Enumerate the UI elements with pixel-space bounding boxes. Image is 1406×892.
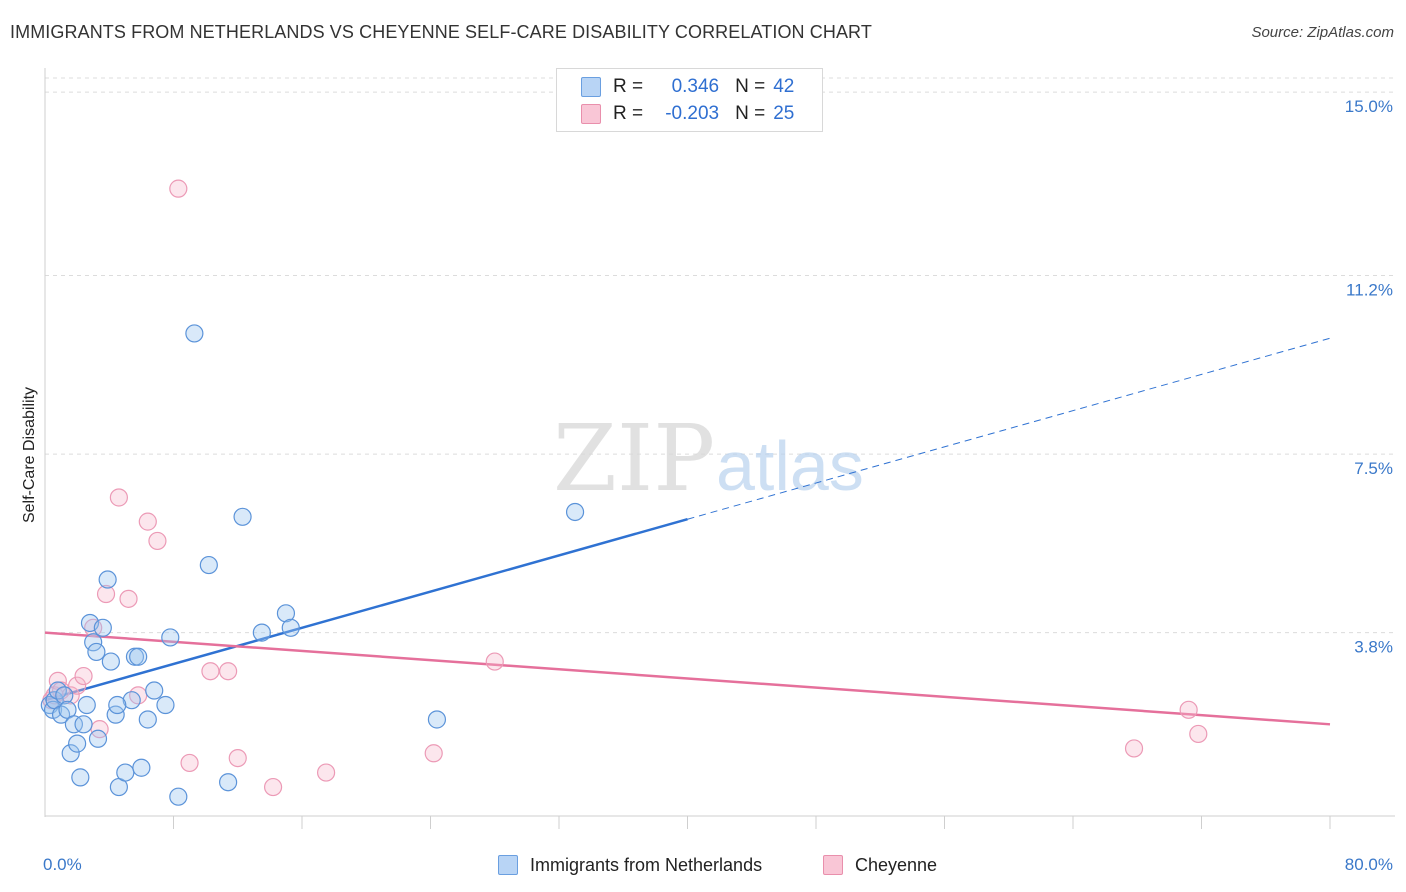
trendline-netherlands-solid [44, 518, 688, 702]
y-tick-label: 7.5% [1354, 459, 1393, 478]
trendlines [44, 337, 1331, 726]
point-cheyenne [201, 662, 220, 681]
x-tick-label: 80.0% [1345, 855, 1393, 874]
point-netherlands [169, 787, 188, 806]
point-netherlands [93, 618, 112, 637]
n-label: N = [735, 103, 766, 124]
point-netherlands [132, 758, 151, 777]
chart-title: IMMIGRANTS FROM NETHERLANDS VS CHEYENNE … [10, 22, 872, 42]
n-value-pink: 25 [773, 103, 795, 124]
point-cheyenne [228, 748, 247, 768]
point-netherlands [252, 623, 271, 642]
n-label: N = [735, 76, 766, 97]
point-cheyenne [84, 618, 103, 637]
r-label: R = [613, 103, 644, 124]
r-value-pink: -0.203 [665, 103, 720, 124]
point-netherlands [87, 642, 106, 662]
point-netherlands [129, 647, 148, 666]
n-value-blue: 42 [773, 76, 795, 97]
point-cheyenne [1124, 739, 1144, 758]
blue-swatch [581, 77, 601, 97]
point-netherlands [145, 681, 164, 700]
point-netherlands [161, 628, 180, 647]
point-cheyenne [1189, 724, 1208, 744]
legend-item-netherlands: Immigrants from Netherlands [498, 852, 762, 878]
point-netherlands [64, 715, 84, 734]
legend-label-netherlands: Immigrants from Netherlands [530, 854, 763, 875]
point-cheyenne [119, 589, 138, 608]
point-netherlands [185, 324, 204, 343]
trendline-cheyenne [44, 631, 1331, 726]
point-netherlands [138, 710, 157, 729]
point-netherlands [55, 686, 74, 705]
y-axis-label: Self-Care Disability [21, 387, 38, 523]
point-netherlands [61, 744, 80, 763]
x-tick-labels: 0.0% 80.0% [43, 855, 1393, 874]
pink-swatch [581, 104, 601, 124]
point-cheyenne [263, 777, 283, 797]
r-value-blue: 0.346 [671, 76, 720, 97]
point-netherlands [233, 507, 252, 526]
point-cheyenne [219, 662, 238, 681]
legend-row-blue: R = 0.346 N = 42 [581, 74, 794, 100]
point-cheyenne [169, 179, 188, 198]
axes [44, 68, 1395, 829]
legend-row-pink: R = -0.203 N = 25 [581, 101, 794, 127]
point-netherlands [276, 604, 296, 623]
trendline-netherlands-dashed [687, 337, 1331, 520]
point-netherlands [219, 773, 238, 792]
point-netherlands [101, 652, 120, 671]
point-netherlands [199, 555, 218, 575]
point-cheyenne [485, 652, 504, 671]
cheyenne-swatch [823, 855, 843, 875]
data-points [40, 179, 1208, 806]
chart-source: Source: ZipAtlas.com [1251, 24, 1394, 41]
point-cheyenne [180, 753, 199, 773]
point-cheyenne [138, 512, 157, 531]
x-tick-label: 0.0% [43, 855, 82, 874]
watermark-zip: ZIP [553, 405, 715, 512]
point-netherlands [281, 618, 300, 637]
correlation-legend: R = 0.346 N = 42 R = -0.203 N = 25 [556, 68, 823, 132]
point-cheyenne [96, 584, 116, 604]
point-netherlands [88, 729, 108, 748]
point-cheyenne [424, 744, 443, 763]
point-netherlands [68, 734, 87, 753]
point-netherlands [122, 691, 141, 710]
y-tick-label: 15.0% [1345, 97, 1393, 116]
point-cheyenne [68, 676, 87, 695]
y-tick-labels: 3.8% 7.5% 11.2% 15.0% [1345, 97, 1393, 656]
watermark: ZIP atlas [553, 405, 864, 512]
point-netherlands [108, 695, 127, 715]
y-tick-label: 11.2% [1346, 281, 1393, 300]
point-netherlands [427, 710, 447, 729]
point-netherlands [156, 695, 175, 715]
legend-label-cheyenne: Cheyenne [855, 854, 938, 875]
point-cheyenne [148, 531, 167, 551]
point-netherlands [116, 763, 135, 782]
point-netherlands [84, 633, 103, 652]
gridlines [45, 77, 1395, 634]
point-cheyenne [109, 488, 128, 507]
point-netherlands [71, 768, 90, 787]
point-netherlands [98, 570, 117, 589]
point-netherlands [77, 695, 96, 715]
netherlands-swatch [498, 855, 518, 875]
point-cheyenne [316, 763, 336, 782]
watermark-atlas: atlas [716, 427, 864, 505]
r-label: R = [613, 76, 644, 97]
point-cheyenne [74, 666, 93, 686]
legend-item-cheyenne: Cheyenne [823, 852, 937, 878]
point-netherlands [565, 502, 585, 522]
y-tick-label: 3.8% [1354, 638, 1393, 657]
point-cheyenne [1179, 700, 1198, 719]
point-netherlands [74, 715, 93, 734]
